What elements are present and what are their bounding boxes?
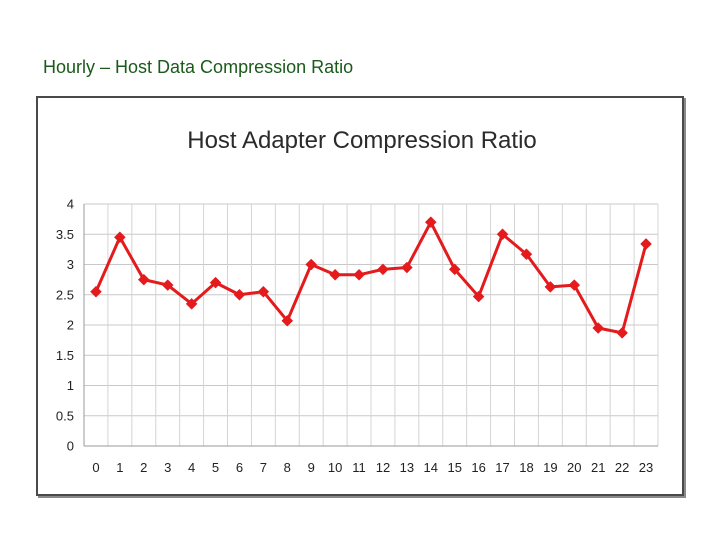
x-tick-label-3: 3 (164, 460, 171, 475)
x-tick-label-5: 5 (212, 460, 219, 475)
data-point-3 (161, 279, 174, 291)
data-point-10 (329, 268, 341, 281)
y-tick-label-8: 4 (67, 197, 74, 212)
data-point-0 (90, 285, 102, 298)
x-tick-label-10: 10 (328, 460, 342, 475)
x-tick-label-21: 21 (591, 460, 605, 475)
x-tick-label-20: 20 (567, 460, 581, 475)
y-tick-label-6: 3 (67, 257, 74, 272)
data-point-21 (592, 322, 605, 334)
x-tick-label-17: 17 (495, 460, 509, 475)
y-axis-tick-labels: 0 0.5 1 1.5 2 2.5 3 3.5 4 (56, 197, 74, 454)
data-point-15 (448, 263, 461, 276)
data-point-14 (424, 216, 437, 229)
x-tick-label-6: 6 (236, 460, 243, 475)
x-axis-tick-labels: 0 1 2 3 4 5 6 7 8 9 10 11 12 13 14 15 16 17 18 19 20 21 22 23 (92, 460, 653, 475)
y-tick-label-0: 0 (67, 439, 74, 454)
grid-lines (83, 203, 659, 447)
x-tick-label-4: 4 (188, 460, 195, 475)
x-tick-label-0: 0 (92, 460, 99, 475)
x-tick-label-11: 11 (352, 460, 366, 475)
x-tick-label-9: 9 (308, 460, 315, 475)
x-tick-label-23: 23 (639, 460, 653, 475)
data-point-11 (353, 268, 365, 281)
x-tick-label-13: 13 (400, 460, 414, 475)
y-tick-label-3: 1.5 (56, 348, 74, 363)
data-point-12 (377, 263, 389, 276)
data-point-1 (114, 231, 126, 244)
data-point-16 (472, 290, 485, 303)
data-point-19 (544, 281, 557, 293)
y-tick-label-1: 0.5 (56, 408, 74, 423)
x-tick-label-16: 16 (471, 460, 485, 475)
data-point-18 (520, 248, 533, 261)
data-point-7 (257, 285, 270, 298)
x-tick-label-15: 15 (447, 460, 461, 475)
x-tick-label-22: 22 (615, 460, 629, 475)
series-markers (90, 216, 652, 339)
y-tick-label-4: 2 (67, 318, 74, 333)
x-tick-label-14: 14 (424, 460, 438, 475)
y-tick-label-2: 1 (67, 378, 74, 393)
x-tick-label-19: 19 (543, 460, 557, 475)
data-point-8 (281, 314, 294, 327)
x-tick-label-1: 1 (116, 460, 123, 475)
x-tick-label-7: 7 (260, 460, 267, 475)
chart-title: Host Adapter Compression Ratio (187, 127, 537, 154)
data-point-6 (233, 288, 246, 301)
x-tick-label-18: 18 (519, 460, 533, 475)
data-point-22 (616, 327, 628, 339)
x-tick-label-8: 8 (284, 460, 291, 475)
slide-title: Hourly – Host Data Compression Ratio (43, 57, 354, 77)
data-point-23 (640, 238, 652, 250)
axes (83, 204, 658, 447)
data-point-17 (496, 228, 509, 241)
data-point-2 (137, 273, 150, 286)
x-tick-label-12: 12 (376, 460, 390, 475)
data-point-4 (185, 297, 198, 310)
data-point-5 (209, 276, 222, 289)
y-tick-label-5: 2.5 (56, 287, 74, 302)
data-point-9 (305, 258, 318, 271)
data-point-13 (401, 261, 413, 274)
line-chart: Host Adapter Compression Ratio 0 0.5 1 1.5 2… (56, 127, 659, 475)
chart-frame: Host Adapter Compression Ratio 0 0.5 1 1.5 2… (36, 96, 684, 496)
data-point-20 (568, 279, 581, 291)
y-tick-label-7: 3.5 (56, 227, 74, 242)
x-tick-label-2: 2 (140, 460, 147, 475)
